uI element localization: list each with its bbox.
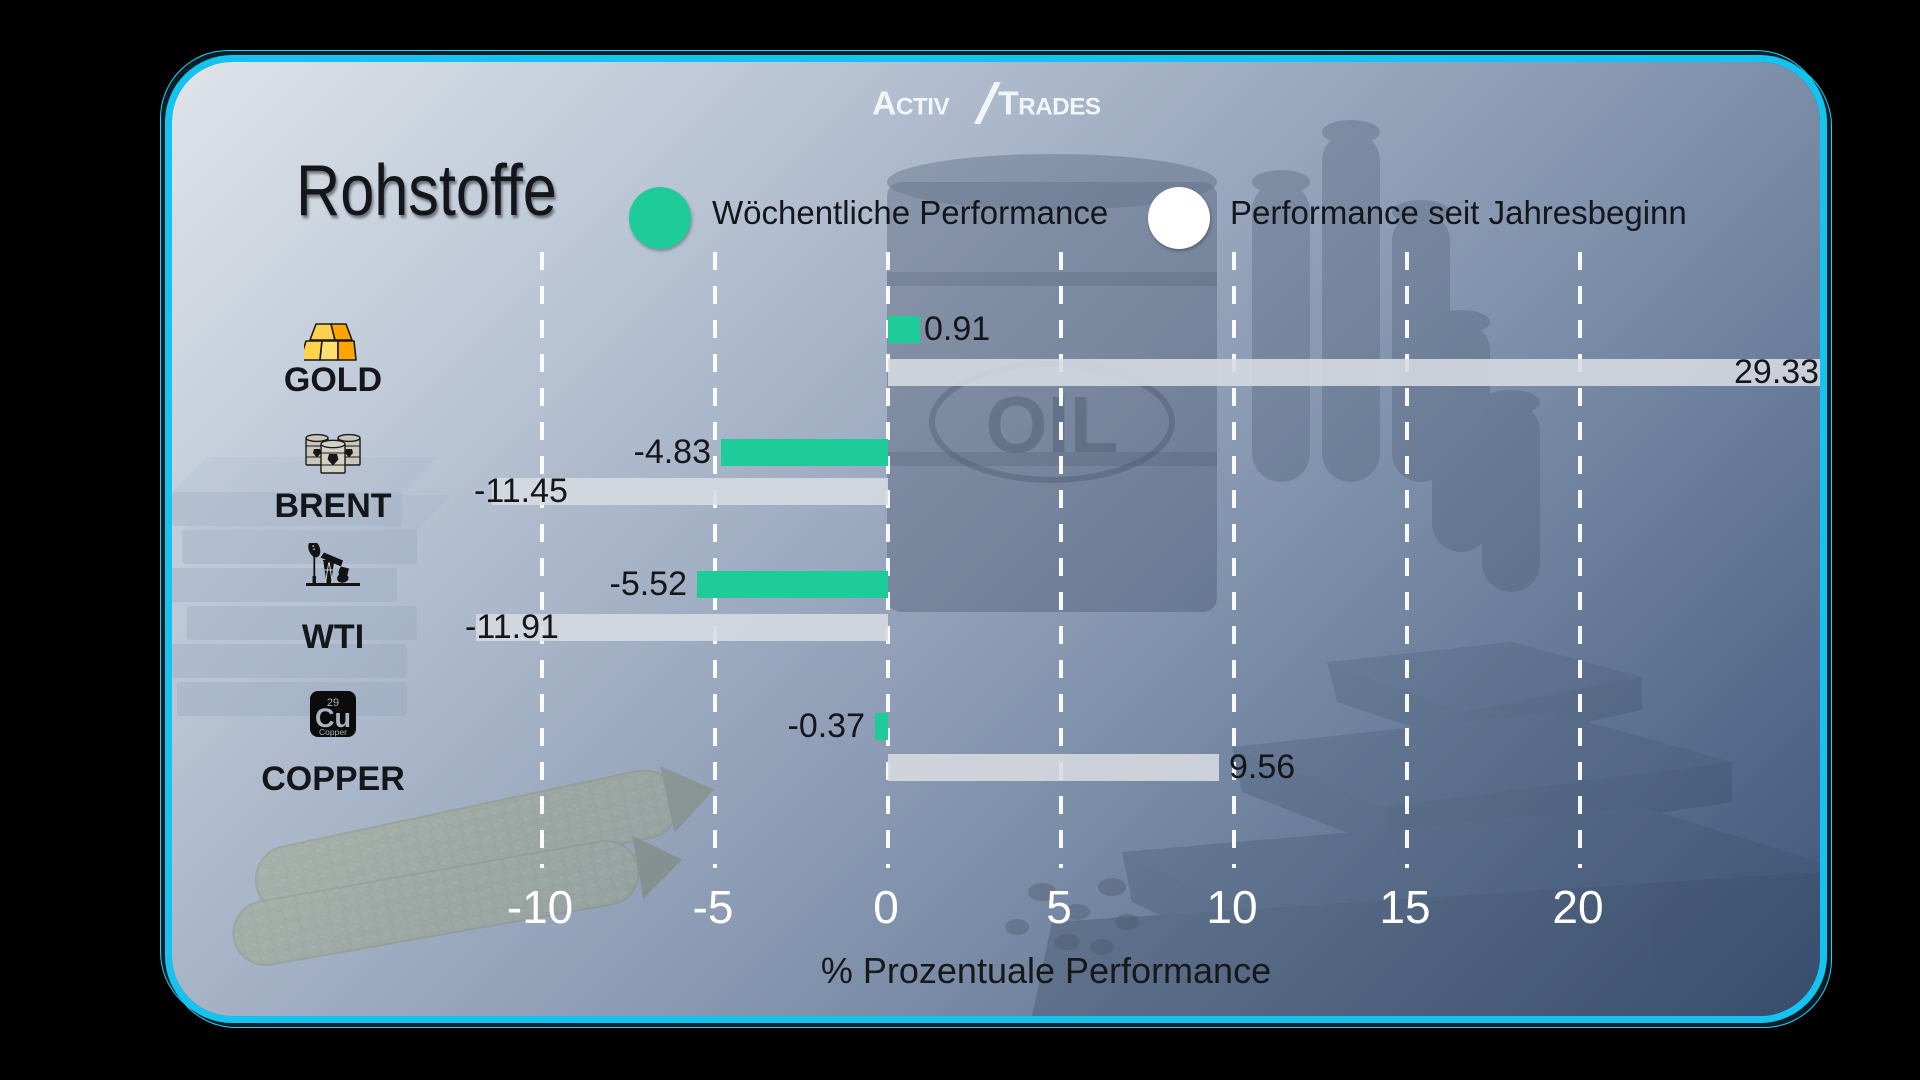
svg-text:Copper: Copper xyxy=(319,727,347,737)
